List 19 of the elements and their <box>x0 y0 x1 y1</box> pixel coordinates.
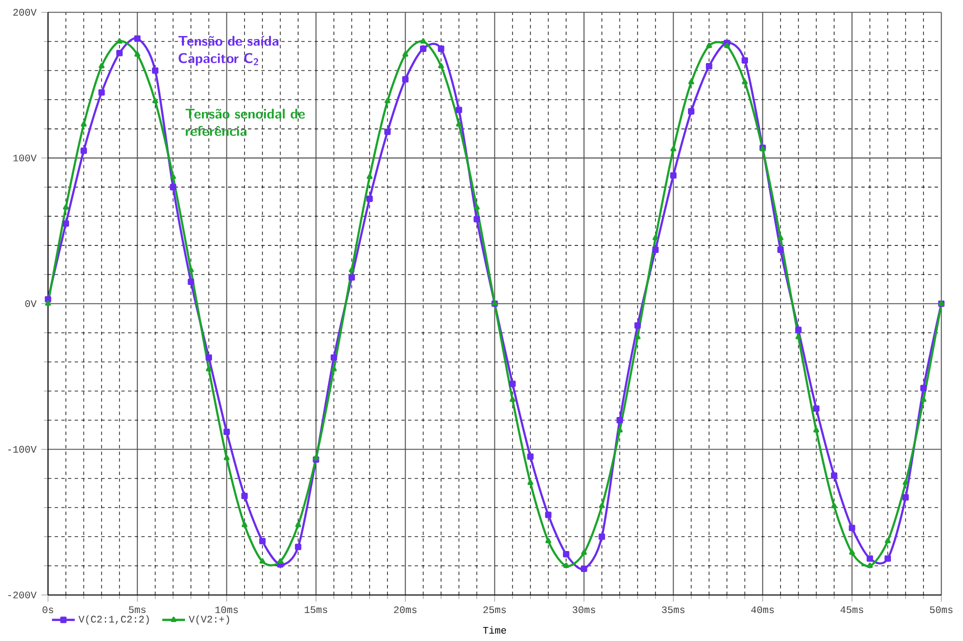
x-tick-label: 30ms <box>572 606 596 614</box>
legend-label: V(V2:+) <box>188 615 230 625</box>
legend-label: V(C2:1,C2:2) <box>78 615 149 625</box>
x-tick-label: 15ms <box>304 606 328 614</box>
x-tick-label: 25ms <box>483 606 506 614</box>
x-axis-title: Time <box>483 626 506 634</box>
y-tick-label: 0V <box>25 300 37 308</box>
x-tick-label: 35ms <box>662 606 684 614</box>
y-tick-label: 200V <box>13 8 37 16</box>
x-tick-label: 5ms <box>128 606 146 614</box>
y-tick-label: -200V <box>8 592 37 598</box>
x-tick-label: 0s <box>42 606 54 614</box>
x-tick-label: 40ms <box>751 606 774 614</box>
y-tick-label: 100V <box>13 154 37 162</box>
x-tick-label: 50ms <box>930 606 952 614</box>
x-tick-label: 20ms <box>394 606 417 614</box>
x-tick-label: 45ms <box>840 606 864 614</box>
y-tick-label: -100V <box>8 446 37 453</box>
x-tick-label: 10ms <box>215 606 238 614</box>
